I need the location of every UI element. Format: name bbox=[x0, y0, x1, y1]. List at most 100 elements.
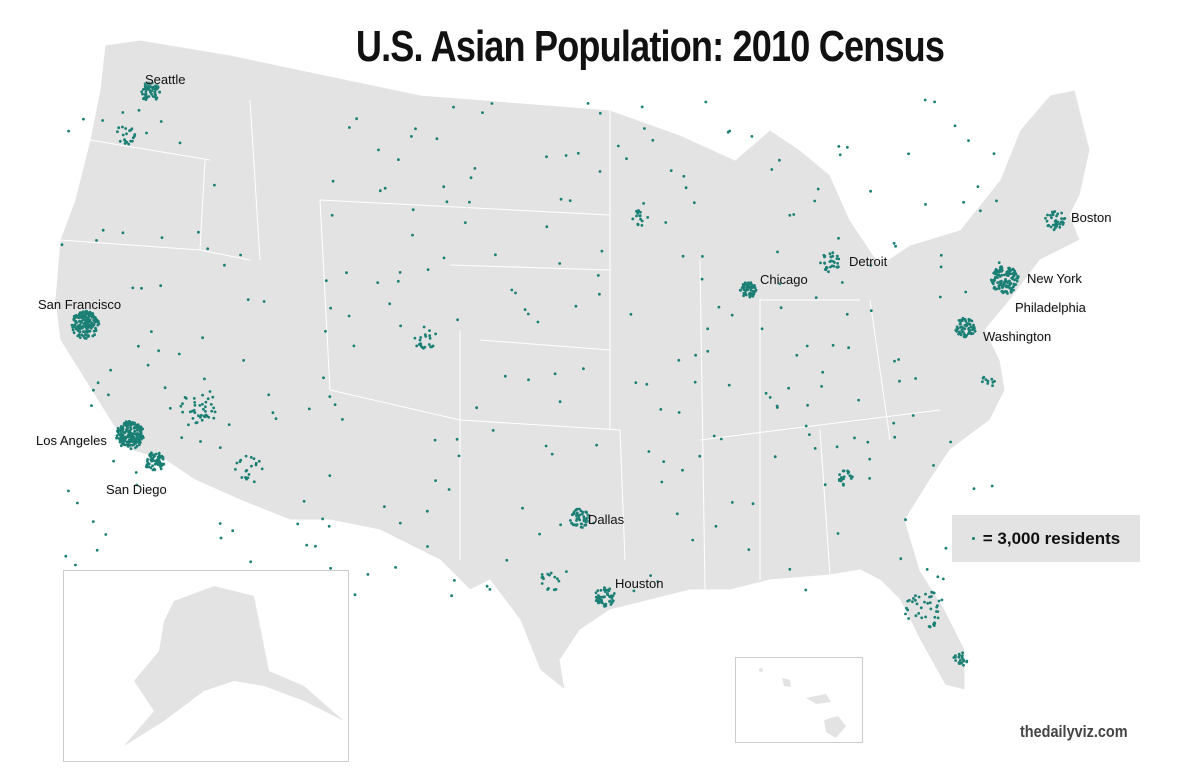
population-dot bbox=[775, 404, 779, 408]
population-dot bbox=[583, 523, 587, 527]
population-dot bbox=[584, 520, 588, 524]
population-dot bbox=[134, 471, 138, 474]
population-dot bbox=[394, 566, 397, 569]
population-dot bbox=[197, 230, 200, 234]
population-dot bbox=[75, 321, 78, 324]
population-dot bbox=[660, 480, 664, 484]
population-dot bbox=[419, 336, 423, 339]
population-dot bbox=[914, 614, 918, 618]
population-dot bbox=[95, 239, 98, 242]
population-dot bbox=[651, 138, 655, 142]
population-dot bbox=[569, 519, 572, 522]
population-dot bbox=[147, 465, 151, 469]
population-dot bbox=[121, 428, 124, 432]
population-dot bbox=[540, 576, 544, 579]
population-dot bbox=[1007, 269, 1011, 273]
population-dot bbox=[914, 598, 917, 602]
legend: = 3,000 residents bbox=[952, 515, 1140, 562]
population-dot bbox=[1003, 281, 1006, 285]
population-dot bbox=[1060, 220, 1064, 224]
population-dot bbox=[1046, 224, 1050, 228]
population-dot bbox=[210, 409, 214, 413]
population-dot bbox=[700, 277, 704, 281]
population-dot bbox=[639, 210, 642, 214]
population-dot bbox=[640, 224, 644, 227]
population-dot bbox=[388, 302, 392, 306]
population-dot bbox=[129, 447, 133, 451]
population-dot bbox=[957, 661, 961, 664]
population-dot bbox=[995, 269, 999, 272]
population-dot bbox=[132, 443, 136, 446]
population-dot bbox=[150, 92, 154, 96]
population-dot bbox=[324, 279, 328, 282]
population-dot bbox=[981, 376, 985, 380]
population-dot bbox=[366, 573, 370, 576]
population-dot bbox=[447, 488, 451, 491]
population-dot bbox=[792, 213, 796, 216]
population-dot bbox=[917, 612, 921, 615]
population-dot bbox=[835, 265, 839, 269]
population-dot bbox=[565, 570, 568, 573]
population-dot bbox=[659, 408, 663, 411]
population-dot bbox=[168, 406, 172, 410]
population-dot bbox=[967, 319, 971, 323]
population-dot bbox=[962, 332, 966, 335]
population-dot bbox=[846, 471, 850, 475]
population-dot bbox=[742, 286, 745, 290]
population-dot bbox=[208, 390, 212, 393]
population-dot bbox=[853, 436, 856, 440]
population-dot bbox=[71, 328, 75, 332]
population-dot bbox=[553, 372, 557, 376]
population-dot bbox=[107, 393, 110, 397]
population-dot bbox=[155, 84, 159, 88]
population-dot bbox=[992, 280, 996, 283]
population-dot bbox=[352, 344, 356, 348]
population-dot bbox=[962, 200, 965, 204]
population-dot bbox=[776, 250, 779, 254]
population-dot bbox=[187, 423, 190, 427]
population-dot bbox=[127, 420, 131, 424]
population-dot bbox=[157, 349, 161, 353]
population-dot bbox=[223, 263, 226, 267]
population-dot bbox=[115, 436, 118, 440]
population-dot bbox=[328, 474, 332, 477]
population-dot bbox=[979, 209, 982, 213]
population-dot bbox=[92, 388, 95, 392]
population-dot bbox=[383, 186, 387, 190]
population-dot bbox=[869, 189, 872, 193]
population-dot bbox=[206, 247, 210, 251]
population-dot bbox=[924, 615, 927, 619]
population-dot bbox=[235, 461, 239, 465]
population-dot bbox=[139, 441, 142, 444]
population-dot bbox=[201, 402, 204, 406]
population-dot bbox=[126, 444, 130, 448]
population-dot bbox=[714, 524, 718, 528]
population-dot bbox=[95, 318, 99, 322]
population-dot bbox=[837, 236, 840, 240]
population-dot bbox=[135, 483, 139, 487]
population-dot bbox=[126, 429, 129, 433]
population-dot bbox=[936, 616, 940, 620]
population-dot bbox=[152, 467, 156, 471]
population-dot bbox=[936, 610, 940, 613]
population-dot bbox=[419, 342, 423, 346]
population-dot bbox=[101, 228, 105, 232]
population-dot bbox=[962, 663, 965, 667]
population-dot bbox=[677, 358, 681, 362]
population-dot bbox=[813, 199, 817, 203]
population-dot bbox=[139, 435, 142, 439]
population-dot bbox=[669, 169, 673, 173]
population-dot bbox=[442, 256, 446, 260]
population-dot bbox=[427, 343, 431, 346]
population-dot bbox=[76, 325, 79, 329]
population-dot bbox=[238, 460, 242, 463]
population-dot bbox=[701, 255, 704, 258]
population-dot bbox=[137, 344, 140, 348]
population-dot bbox=[120, 431, 123, 434]
map-title: U.S. Asian Population: 2010 Census bbox=[355, 22, 945, 71]
population-dot bbox=[933, 100, 936, 104]
population-dot bbox=[205, 414, 209, 418]
population-dot bbox=[252, 457, 256, 460]
population-dot bbox=[635, 209, 638, 213]
population-dot bbox=[180, 436, 184, 439]
